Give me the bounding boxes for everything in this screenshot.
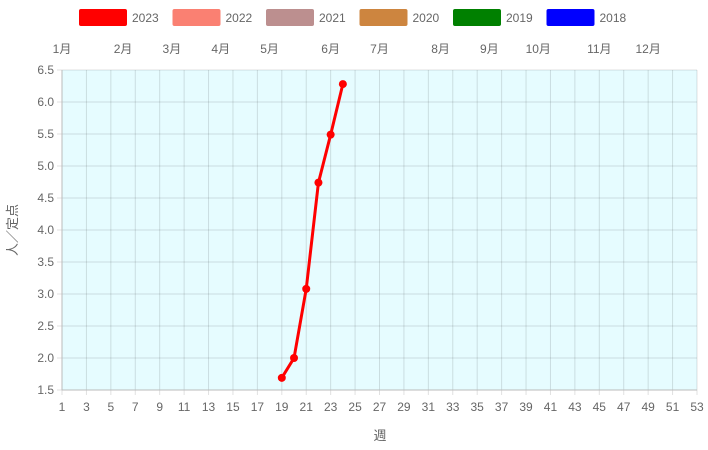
y-tick-label: 3.5 <box>37 255 54 269</box>
legend-swatch <box>546 9 595 26</box>
x-tick-label: 1 <box>59 400 66 414</box>
x-tick-label: 21 <box>300 400 314 414</box>
x-tick-label: 27 <box>373 400 387 414</box>
y-tick-label: 4.5 <box>37 191 54 205</box>
x-tick-label: 9 <box>156 400 163 414</box>
legend-swatch <box>359 9 408 26</box>
month-label: 9月 <box>480 42 499 56</box>
y-tick-label: 2.5 <box>37 319 54 333</box>
month-label: 5月 <box>260 42 279 56</box>
x-tick-label: 5 <box>108 400 115 414</box>
y-axis-label: 人／定点 <box>5 204 20 256</box>
month-label: 11月 <box>587 42 611 56</box>
y-tick-label: 1.5 <box>37 383 54 397</box>
x-tick-label: 3 <box>83 400 90 414</box>
data-point-2023 <box>338 80 347 89</box>
x-tick-label: 23 <box>324 400 338 414</box>
month-label: 12月 <box>635 42 660 56</box>
x-tick-label: 11 <box>178 400 191 414</box>
y-tick-label: 3.0 <box>37 287 54 301</box>
series-layer <box>277 80 347 382</box>
y-tick-label: 2.0 <box>37 351 54 365</box>
y-tick-label: 6.0 <box>37 95 54 109</box>
data-point-2023 <box>314 178 323 187</box>
x-tick-label: 51 <box>666 400 680 414</box>
x-tick-label: 37 <box>495 400 509 414</box>
month-label: 7月 <box>370 42 389 56</box>
month-label: 4月 <box>211 42 230 56</box>
legend-swatch <box>266 9 314 26</box>
y-tick-label: 5.0 <box>37 159 54 173</box>
data-point-2023 <box>326 130 335 139</box>
x-tick-label: 49 <box>641 400 655 414</box>
legend-label: 2018 <box>600 11 627 25</box>
x-tick-label: 29 <box>397 400 411 414</box>
month-label: 6月 <box>321 42 340 56</box>
x-tick-label: 39 <box>519 400 533 414</box>
x-tick-label: 43 <box>568 400 582 414</box>
x-tick-label: 47 <box>617 400 631 414</box>
x-tick-label: 35 <box>471 400 485 414</box>
legend-swatch <box>453 9 501 26</box>
x-tick-label: 31 <box>422 400 436 414</box>
y-tick-label: 6.5 <box>37 63 54 77</box>
x-tick-label: 7 <box>132 400 139 414</box>
legend-item-2020[interactable]: 2020 <box>359 9 440 26</box>
x-tick-label: 19 <box>275 400 289 414</box>
x-tick-label: 13 <box>202 400 216 414</box>
x-tick-label: 53 <box>690 400 704 414</box>
x-tick-label: 15 <box>226 400 240 414</box>
axes: 1.52.02.53.03.54.04.55.05.56.06.51 3 5 7 9 11… <box>37 42 704 414</box>
legend-item-2019[interactable]: 2019 <box>453 9 533 26</box>
legend-label: 2019 <box>506 11 533 25</box>
data-point-2023 <box>277 373 286 382</box>
month-label: 8月 <box>431 42 450 56</box>
legend-swatch <box>79 9 127 26</box>
legend-label: 2023 <box>132 11 159 25</box>
month-label: 2月 <box>114 42 133 56</box>
data-point-2023 <box>302 284 311 293</box>
legend-label: 2020 <box>413 11 440 25</box>
month-label: 1月 <box>53 42 72 56</box>
x-tick-label: 17 <box>251 400 265 414</box>
plot-background <box>62 70 697 390</box>
legend-item-2021[interactable]: 2021 <box>266 9 346 26</box>
data-point-2023 <box>290 354 299 362</box>
y-tick-label: 5.5 <box>37 127 54 141</box>
legend-item-2022[interactable]: 2022 <box>172 9 253 26</box>
grid <box>57 69 698 395</box>
x-axis-label: 週 <box>373 428 386 443</box>
legend-item-2023[interactable]: 2023 <box>79 9 159 26</box>
x-tick-label: 33 <box>446 400 460 414</box>
month-label: 10月 <box>526 42 551 56</box>
legend-label: 2021 <box>319 11 346 25</box>
x-tick-label: 41 <box>544 400 558 414</box>
x-tick-label: 45 <box>593 400 607 414</box>
legend-item-2018[interactable]: 2018 <box>546 9 627 26</box>
y-tick-label: 4.0 <box>37 223 54 237</box>
month-label: 3月 <box>163 42 182 56</box>
legend-label: 2022 <box>226 11 253 25</box>
legend-swatch <box>172 9 221 26</box>
x-tick-label: 25 <box>348 400 362 414</box>
legend: 2023 2022 2021 2020 2019 2018 <box>79 9 627 26</box>
